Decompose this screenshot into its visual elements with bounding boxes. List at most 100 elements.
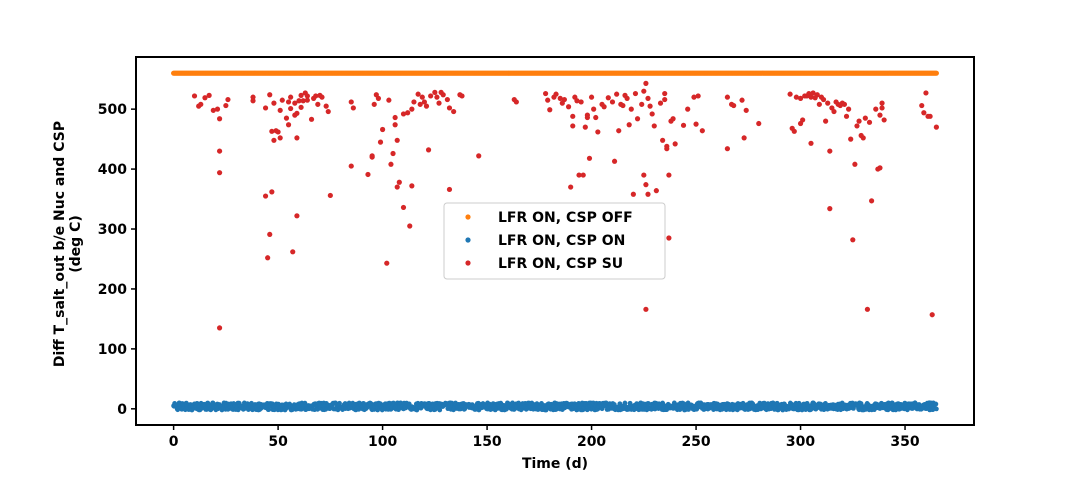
point-csp-su: [432, 89, 438, 95]
point-csp-su: [444, 96, 450, 103]
point-csp-su: [384, 260, 390, 266]
point-csp-su: [283, 115, 290, 121]
point-csp-su: [879, 105, 885, 111]
point-csp-su: [386, 97, 392, 103]
point-csp-su: [285, 99, 292, 105]
point-csp-on: [189, 407, 195, 413]
point-csp-su: [787, 91, 793, 97]
point-csp-su: [923, 90, 929, 96]
y-tick-label: 400: [98, 162, 127, 178]
point-csp-on: [235, 407, 241, 413]
point-csp-su: [632, 90, 639, 97]
point-csp-su: [476, 153, 482, 159]
point-csp-su: [614, 91, 620, 97]
point-csp-su: [440, 92, 446, 98]
point-csp-su: [547, 107, 553, 113]
point-csp-su: [605, 95, 611, 101]
point-csp-su: [553, 91, 559, 97]
point-csp-su: [624, 95, 630, 101]
point-csp-su: [933, 124, 939, 130]
point-csp-su: [810, 90, 816, 96]
point-csp-on: [933, 406, 939, 412]
point-csp-su: [814, 92, 820, 98]
point-csp-off: [933, 70, 939, 76]
point-csp-su: [634, 116, 641, 122]
point-csp-su: [827, 148, 833, 154]
point-csp-su: [415, 91, 421, 97]
point-csp-su: [641, 88, 647, 94]
point-csp-su: [377, 139, 384, 145]
point-csp-su: [588, 94, 595, 100]
point-csp-su: [294, 213, 300, 219]
point-csp-su: [808, 140, 814, 146]
point-csp-su: [850, 237, 856, 243]
point-csp-su: [852, 161, 858, 167]
point-csp-su: [593, 114, 599, 121]
point-csp-su: [379, 126, 386, 133]
point-csp-on: [337, 400, 342, 406]
point-csp-su: [313, 93, 319, 99]
point-csp-su: [288, 94, 294, 100]
legend-marker-csp-on: [465, 237, 471, 243]
point-csp-su: [793, 94, 799, 100]
point-csp-su: [421, 99, 427, 105]
point-csp-su: [216, 148, 223, 154]
point-csp-su: [666, 235, 672, 241]
point-csp-su: [825, 100, 831, 106]
point-csp-su: [262, 105, 269, 111]
point-csp-su: [848, 136, 854, 142]
point-csp-su: [392, 114, 398, 121]
point-csp-su: [611, 158, 618, 164]
point-csp-su: [731, 102, 737, 109]
point-csp-su: [210, 107, 216, 113]
point-csp-su: [292, 100, 298, 106]
point-csp-su: [756, 120, 762, 127]
point-csp-su: [216, 170, 223, 176]
point-csp-on: [796, 400, 802, 406]
point-csp-su: [202, 95, 208, 101]
point-csp-su: [643, 80, 649, 86]
point-csp-su: [643, 182, 649, 188]
point-csp-su: [649, 111, 655, 117]
point-csp-su: [300, 98, 306, 104]
point-csp-su: [877, 165, 883, 171]
point-csp-on: [437, 407, 443, 413]
point-csp-su: [797, 95, 804, 101]
point-csp-su: [666, 172, 672, 178]
point-csp-su: [691, 94, 697, 100]
point-csp-su: [662, 90, 668, 97]
point-csp-su: [653, 188, 659, 194]
point-csp-su: [651, 123, 657, 129]
axis-ticks: 0 50 100 150 200 250 300 350 0 100 200 300 400 500: [98, 102, 920, 450]
point-csp-su: [741, 135, 747, 141]
point-csp-su: [271, 100, 277, 106]
legend-marker-csp-su: [465, 260, 471, 266]
point-csp-su: [578, 99, 584, 105]
point-csp-su: [407, 223, 413, 229]
point-csp-su: [699, 128, 705, 134]
point-csp-su: [616, 128, 622, 134]
point-csp-su: [216, 116, 223, 122]
point-csp-su: [657, 100, 664, 106]
point-csp-su: [323, 103, 329, 109]
x-axis-label: Time (d): [522, 456, 588, 472]
point-csp-su: [580, 172, 586, 178]
point-csp-su: [879, 100, 885, 106]
point-csp-su: [285, 122, 292, 128]
point-csp-su: [405, 110, 411, 116]
point-csp-su: [927, 113, 933, 119]
point-csp-on: [933, 401, 939, 407]
point-csp-su: [394, 137, 400, 143]
point-csp-su: [542, 90, 549, 97]
y-tick-label: 500: [98, 102, 127, 118]
point-csp-su: [269, 128, 275, 134]
point-csp-su: [791, 128, 797, 134]
point-csp-su: [557, 95, 563, 101]
legend-label-csp-off: LFR ON, CSP OFF: [498, 210, 633, 226]
point-csp-su: [565, 104, 572, 110]
point-csp-su: [459, 93, 465, 99]
point-csp-su: [685, 106, 691, 112]
point-csp-su: [827, 206, 833, 212]
point-csp-su: [298, 92, 304, 98]
point-csp-su: [808, 94, 814, 100]
